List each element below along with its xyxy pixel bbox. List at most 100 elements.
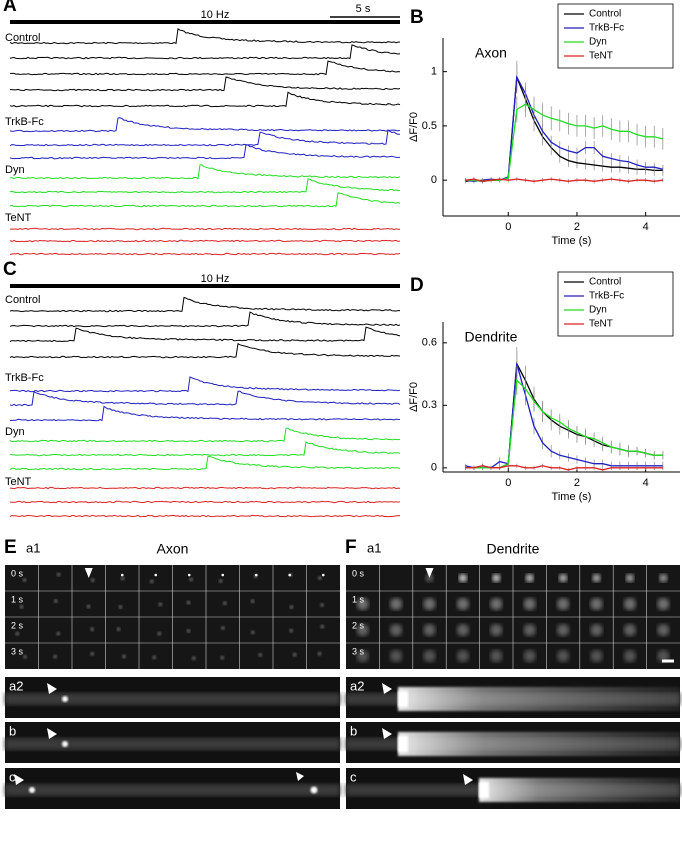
spot <box>623 624 636 636</box>
bg-speck <box>250 630 255 635</box>
trace <box>9 117 401 133</box>
trace <box>9 129 400 147</box>
series-line <box>465 363 663 469</box>
trace <box>10 60 401 76</box>
x-axis-label: Time (s) <box>552 235 592 247</box>
kymo-label: c <box>9 769 16 784</box>
bg-speck <box>320 624 325 629</box>
x-tick-label: 2 <box>574 477 580 489</box>
arrowhead <box>463 774 473 785</box>
spot <box>525 574 534 582</box>
arrowhead <box>47 728 57 739</box>
kymo-label: a2 <box>9 678 23 693</box>
x-tick-label: 2 <box>574 221 580 233</box>
bg-speck <box>86 604 91 609</box>
trace <box>9 486 401 490</box>
bg-speck <box>90 627 95 632</box>
bg-speck <box>220 655 225 660</box>
arrowhead <box>382 683 392 694</box>
trace <box>9 455 401 471</box>
bg-speck <box>222 601 227 606</box>
y-tick-label: 0 <box>431 462 437 474</box>
group-label: Dyn <box>5 164 25 176</box>
arrowhead <box>382 728 392 739</box>
x-tick-label: 4 <box>643 477 649 489</box>
trace <box>9 514 401 518</box>
trace <box>9 239 401 243</box>
trace <box>9 178 401 194</box>
trace <box>10 76 401 92</box>
spot <box>390 624 403 636</box>
group-label: Dyn <box>5 426 25 438</box>
spot <box>590 624 603 636</box>
panel-label: D <box>410 275 424 296</box>
time-label: 3 s <box>11 646 24 656</box>
spot <box>523 598 536 610</box>
legend-box <box>557 271 674 337</box>
bg-speck <box>189 577 194 582</box>
group-label: Control <box>5 32 40 44</box>
spot <box>221 573 225 577</box>
arrowhead <box>84 568 93 578</box>
bg-speck <box>116 627 121 632</box>
kymo-onset <box>29 787 35 793</box>
sub-label: a1 <box>367 540 381 555</box>
trace <box>9 91 401 108</box>
legend-label: TrkB-Fc <box>589 23 624 34</box>
scale-label: 1 s <box>371 829 386 841</box>
chart-title: Axon <box>475 45 507 61</box>
bg-speck <box>157 631 162 636</box>
spot <box>492 574 501 582</box>
time-label: 2 s <box>11 620 24 630</box>
spot <box>456 598 469 610</box>
spot <box>390 598 403 610</box>
trace <box>9 326 401 343</box>
bg-speck <box>158 602 163 607</box>
spot <box>657 650 670 662</box>
spot <box>490 650 503 662</box>
legend-label: Control <box>589 277 621 288</box>
trace <box>10 164 401 180</box>
kymo-onset <box>62 696 68 702</box>
bg-speck <box>53 654 58 659</box>
panel-label: E <box>4 537 17 558</box>
bg-speck <box>120 576 125 581</box>
spot <box>657 598 670 610</box>
arrowhead <box>47 683 57 694</box>
arrowhead <box>425 568 434 578</box>
panel-title: Axon <box>157 541 189 557</box>
spot <box>659 574 668 582</box>
kymo-label: b <box>350 723 357 738</box>
bg-speck <box>22 578 27 583</box>
kymo-signal <box>479 778 680 802</box>
trace <box>9 390 401 407</box>
kymo-label: b <box>9 723 16 738</box>
spot <box>523 624 536 636</box>
y-tick-label: 0.6 <box>422 337 437 349</box>
spot <box>288 573 292 577</box>
bg-speck <box>90 651 95 656</box>
spot <box>356 598 369 610</box>
legend-label: Control <box>589 9 621 20</box>
bg-speck <box>289 605 294 610</box>
bg-speck <box>122 654 127 659</box>
bg-speck <box>15 631 20 636</box>
bg-speck <box>320 602 325 607</box>
spot <box>592 574 601 582</box>
arrowhead <box>296 772 304 781</box>
bg-speck <box>152 655 157 660</box>
trace <box>9 405 401 422</box>
spot <box>557 650 570 662</box>
time-label: 2 s <box>352 620 365 630</box>
bg-speck <box>191 656 196 661</box>
bg-speck <box>118 604 123 609</box>
bg-speck <box>23 654 28 659</box>
bg-speck <box>56 631 61 636</box>
time-label: 1 s <box>11 594 24 604</box>
bg-speck <box>317 651 322 656</box>
bg-speck <box>90 578 95 583</box>
stimulus-label: 10 Hz <box>201 273 230 285</box>
trace <box>9 427 401 443</box>
panel-title: Dendrite <box>487 541 540 557</box>
bg-speck <box>218 578 223 583</box>
